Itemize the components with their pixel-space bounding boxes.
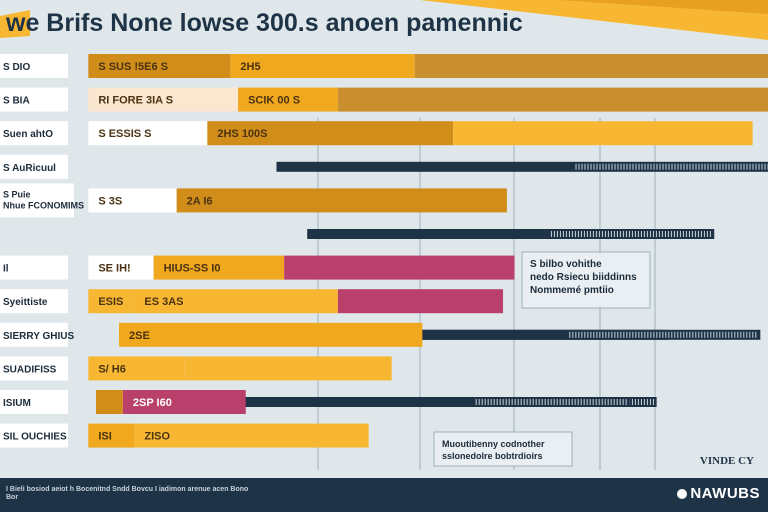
row-label-8: SIERRY GHIUS bbox=[3, 331, 74, 342]
bar-6-2 bbox=[284, 255, 515, 280]
row-label-7: Syeittiste bbox=[3, 297, 48, 308]
row-label-box-11 bbox=[0, 423, 68, 448]
bar-5-0 bbox=[307, 229, 715, 239]
bar-9-0 bbox=[88, 356, 185, 381]
bar-7-2 bbox=[337, 289, 504, 314]
row-label-box-9 bbox=[0, 356, 68, 381]
bar-3-0 bbox=[276, 161, 768, 172]
bar-10-1 bbox=[96, 390, 123, 414]
bar-label-9-0: S/ H6 bbox=[98, 363, 126, 375]
footer-source-text: I Bieli bosiod aeiot h Bocenitnd Sndd Bo… bbox=[6, 486, 249, 501]
logo-dot-icon bbox=[677, 489, 688, 499]
bar-label-2-1: 2HS 100S bbox=[217, 128, 267, 140]
row-labels: S DIO S BIA Suen ahtO S AuRicuul S PuieNhue … bbox=[0, 54, 84, 448]
row-label-2: Suen ahtO bbox=[3, 129, 53, 140]
row-label-4: Nhue FCONOMIMS bbox=[3, 200, 84, 210]
bar-0-0 bbox=[88, 54, 231, 78]
bar-label-11-0: ISI bbox=[98, 431, 111, 443]
row-label-11: SIL OUCHIES bbox=[3, 432, 67, 443]
bar-1-1 bbox=[238, 87, 338, 112]
bar-7-1 bbox=[134, 289, 338, 314]
row-label-4: S Puie bbox=[3, 189, 31, 199]
row-label-box-8 bbox=[0, 322, 68, 347]
bar-label-4-1: 2A I6 bbox=[187, 195, 213, 207]
bar-label-2-0: S ESSIS S bbox=[98, 128, 151, 140]
annotation-line: Nommemé pmtiio bbox=[530, 285, 614, 296]
bar-label-0-1: 2H5 bbox=[240, 61, 260, 73]
bar-label-11-1: ZISO bbox=[144, 431, 170, 443]
bar-11-0 bbox=[88, 423, 135, 448]
bar-label-7-1: ES 3AS bbox=[144, 296, 183, 308]
brand-logo-text: NAWUBS bbox=[690, 485, 760, 502]
bars: S SUS !5E6 S 2H5 RI FORE 3IA S SCIK 00 S S E… bbox=[88, 54, 768, 448]
bar-label-6-1: HIUS-SS I0 bbox=[164, 263, 221, 275]
bar-10-3 bbox=[245, 397, 630, 407]
annotation-line: sslonedolre bobtrdioirs bbox=[442, 451, 543, 461]
corner-label: VINDE CY bbox=[699, 455, 754, 467]
bar-10-2 bbox=[122, 390, 246, 414]
title-accent-band bbox=[420, 0, 768, 40]
bar-9-1 bbox=[184, 356, 392, 381]
row-label-1: S BIA bbox=[3, 96, 30, 107]
row-label-box-1 bbox=[0, 87, 68, 112]
row-label-box-10 bbox=[0, 390, 68, 414]
row-label-9: SUADIFISS bbox=[3, 364, 57, 375]
bar-label-1-0: RI FORE 3IA S bbox=[98, 95, 173, 107]
bar-2-0 bbox=[88, 121, 208, 146]
row-label-box-2 bbox=[0, 121, 68, 146]
bar-6-0 bbox=[88, 255, 154, 280]
row-label-box-4 bbox=[0, 183, 74, 218]
annotation-line: S bilbo vohithe bbox=[530, 259, 602, 270]
chart-title: we Brifs None lowse 300.s anoen pamennic bbox=[5, 9, 523, 37]
bar-6-1 bbox=[153, 255, 285, 280]
row-label-10: ISIUM bbox=[3, 398, 31, 409]
bar-1-0 bbox=[88, 87, 239, 112]
bar-4-0 bbox=[88, 188, 177, 213]
annotation-box-0 bbox=[521, 251, 651, 309]
bar-label-0-0: S SUS !5E6 S bbox=[98, 61, 168, 73]
annotation-line: nedo Rsiecu biiddinns bbox=[530, 272, 637, 283]
bar-label-4-0: S 3S bbox=[98, 195, 122, 207]
bar-1-2 bbox=[337, 87, 768, 112]
bar-8-1 bbox=[119, 322, 423, 347]
bar-7-0 bbox=[88, 289, 135, 314]
bar-label-10-2: 2SP I60 bbox=[133, 397, 172, 409]
row-label-box-3 bbox=[0, 154, 68, 179]
title-accent-band-light bbox=[0, 10, 30, 38]
annotation-box-1 bbox=[433, 431, 573, 467]
bar-0-1 bbox=[230, 54, 415, 78]
bar-label-6-0: SE IH! bbox=[98, 263, 130, 275]
bar-label-7-0: ESIS bbox=[98, 296, 123, 308]
bar-label-1-1: SCIK 00 S bbox=[248, 95, 300, 107]
row-label-box-0 bbox=[0, 54, 68, 78]
bar-0-2 bbox=[414, 54, 768, 78]
footer-bar: I Bieli bosiod aeiot h Bocenitnd Sndd Bo… bbox=[0, 478, 768, 512]
annotation-line: Muoutibenny codnother bbox=[442, 439, 545, 449]
row-label-box-6 bbox=[0, 255, 68, 280]
row-label-3: S AuRicuul bbox=[3, 163, 56, 174]
row-label-0: S DIO bbox=[3, 62, 30, 73]
bar-8-2 bbox=[422, 329, 669, 340]
bar-2-1 bbox=[207, 121, 454, 146]
bar-2-2 bbox=[453, 121, 753, 146]
brand-logo[interactable]: NAWUBS bbox=[677, 485, 760, 502]
row-label-6: Il bbox=[3, 264, 9, 275]
title-accent-band-dark bbox=[560, 0, 768, 14]
bar-4-1 bbox=[176, 188, 507, 213]
row-label-box-7 bbox=[0, 289, 68, 314]
bar-label-8-1: 2SE bbox=[129, 330, 150, 342]
annotations: S bilbo vohithe nedo Rsiecu biiddinns Nomm… bbox=[433, 251, 651, 467]
bar-11-1 bbox=[134, 423, 369, 448]
